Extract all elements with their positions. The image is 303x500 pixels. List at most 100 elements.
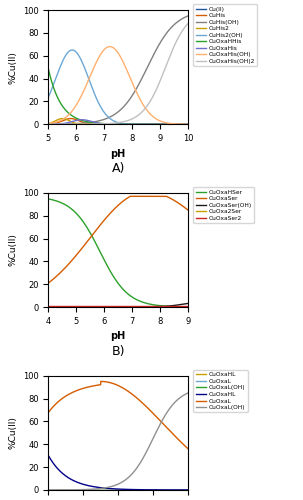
CuOxaSer2 [71,303,75,309]
CuOxaL(OH) [152,434,155,440]
CuOxaL(OH) [47,487,50,493]
CuHis [72,116,75,122]
CuHis(OH) [129,95,132,101]
CuOxa2Ser [71,304,75,310]
CuOxaHSer [152,302,155,308]
CuOxaL [82,487,86,493]
CuOxaL [110,380,114,386]
CuHis2 [61,116,64,121]
CuHis [129,122,133,128]
CuOxaSer2 [47,303,50,309]
CuOxaHL [71,487,75,493]
Cu(II) [140,122,143,128]
Line: CuHis2(OH): CuHis2(OH) [48,50,188,124]
CuOxaHL [47,452,50,458]
Legend: Cu(II), CuHis, CuHis(OH), CuHis2, CuHis2(OH), CuOxaHHis, CuOxaHis, CuOxaHis(OH),: Cu(II), CuHis, CuHis(OH), CuHis2, CuHis2… [193,4,257,66]
CuOxaSer2 [140,303,143,309]
CuOxaHL [129,487,132,493]
CuHis2 [140,122,144,128]
Cu(II) [71,122,75,128]
CuOxaSer2 [110,303,113,309]
CuOxaHL [152,487,155,493]
Y-axis label: %Cu(II): %Cu(II) [8,50,18,84]
CuHis2 [72,120,75,126]
CuHis(OH) [82,120,86,126]
CuOxa2Ser [140,304,143,310]
CuOxaL(OH) [140,487,143,493]
CuOxaSer(OH) [152,304,155,310]
CuOxaSer(OH) [71,304,75,310]
CuOxaSer [152,194,155,200]
CuOxaL [186,446,190,452]
CuOxaSer2 [186,303,190,309]
CuOxa2Ser [110,304,113,310]
CuOxaL(OH) [47,487,50,493]
CuHis [186,122,190,128]
Y-axis label: %Cu(II): %Cu(II) [8,416,18,450]
CuHis [69,116,73,121]
Line: CuOxaL(OH): CuOxaL(OH) [48,393,188,490]
CuOxaHis(OH) [186,121,190,127]
CuHis2(OH) [83,65,86,71]
Line: CuOxaHHis: CuOxaHHis [48,70,188,124]
CuOxaHSer [186,304,190,310]
CuOxaSer [71,256,75,262]
CuOxaHHis [110,121,113,127]
CuOxaSer2 [82,303,86,309]
Legend: CuOxaHSer, CuOxaSer, CuOxaSer(OH), CuOxa2Ser, CuOxaSer2: CuOxaHSer, CuOxaSer, CuOxaSer(OH), CuOxa… [193,187,254,223]
CuOxaHL [186,487,190,493]
CuOxaHis(OH) [152,114,155,120]
CuOxaHis(OH) [108,44,112,50]
CuHis2(OH) [47,94,50,100]
CuOxaL(OH) [71,487,75,493]
CuOxaSer(OH) [140,304,143,310]
Text: B): B) [112,345,125,358]
CuOxaHis(OH)2 [129,116,132,122]
CuOxaHSer [47,196,50,202]
CuOxaL(OH) [82,487,86,493]
CuOxaL [129,390,133,396]
CuOxaHHis [82,118,86,124]
CuOxaSer(OH) [82,304,86,310]
CuOxaHL [82,487,86,493]
CuOxa2Ser [47,304,50,310]
CuOxaHL [140,486,143,492]
CuOxaSer [110,209,113,215]
CuOxaL [71,487,75,493]
CuOxaL(OH) [129,487,132,493]
CuOxaL [47,410,50,416]
Line: CuOxaL: CuOxaL [48,382,188,448]
CuOxaSer(OH) [110,304,113,310]
Line: CuOxaHis(OH)2: CuOxaHis(OH)2 [48,24,188,124]
CuOxaL [152,487,155,493]
Line: CuOxaSer: CuOxaSer [48,196,188,283]
CuOxaSer [186,207,190,213]
CuOxaHis [47,122,50,128]
Line: CuOxaHis(OH): CuOxaHis(OH) [48,46,188,124]
CuOxaHL [129,486,132,492]
Line: CuHis2: CuHis2 [48,118,188,124]
CuOxaL [186,487,190,493]
Line: CuOxaSer(OH): CuOxaSer(OH) [48,304,188,307]
CuOxaHSer [129,293,132,299]
CuHis2 [47,120,50,126]
CuHis2(OH) [186,122,190,128]
CuOxaHHis [152,122,155,128]
Line: CuHis(OH): CuHis(OH) [48,16,188,124]
CuOxaHL [110,486,113,492]
CuOxaSer [129,194,133,200]
CuHis2 [129,122,133,128]
CuOxaL [71,389,75,395]
CuOxaL [47,487,50,493]
X-axis label: pH: pH [111,332,126,342]
CuOxaSer [128,194,132,200]
Line: CuOxaHL: CuOxaHL [48,456,188,490]
CuOxaHSer [71,208,75,214]
Line: CuHis: CuHis [48,118,188,124]
CuOxaL(OH) [82,486,86,492]
CuHis2(OH) [70,47,74,53]
CuHis2(OH) [72,47,75,53]
CuHis2(OH) [152,122,155,128]
CuOxaHL [47,487,50,493]
CuOxaHSer [82,220,86,226]
